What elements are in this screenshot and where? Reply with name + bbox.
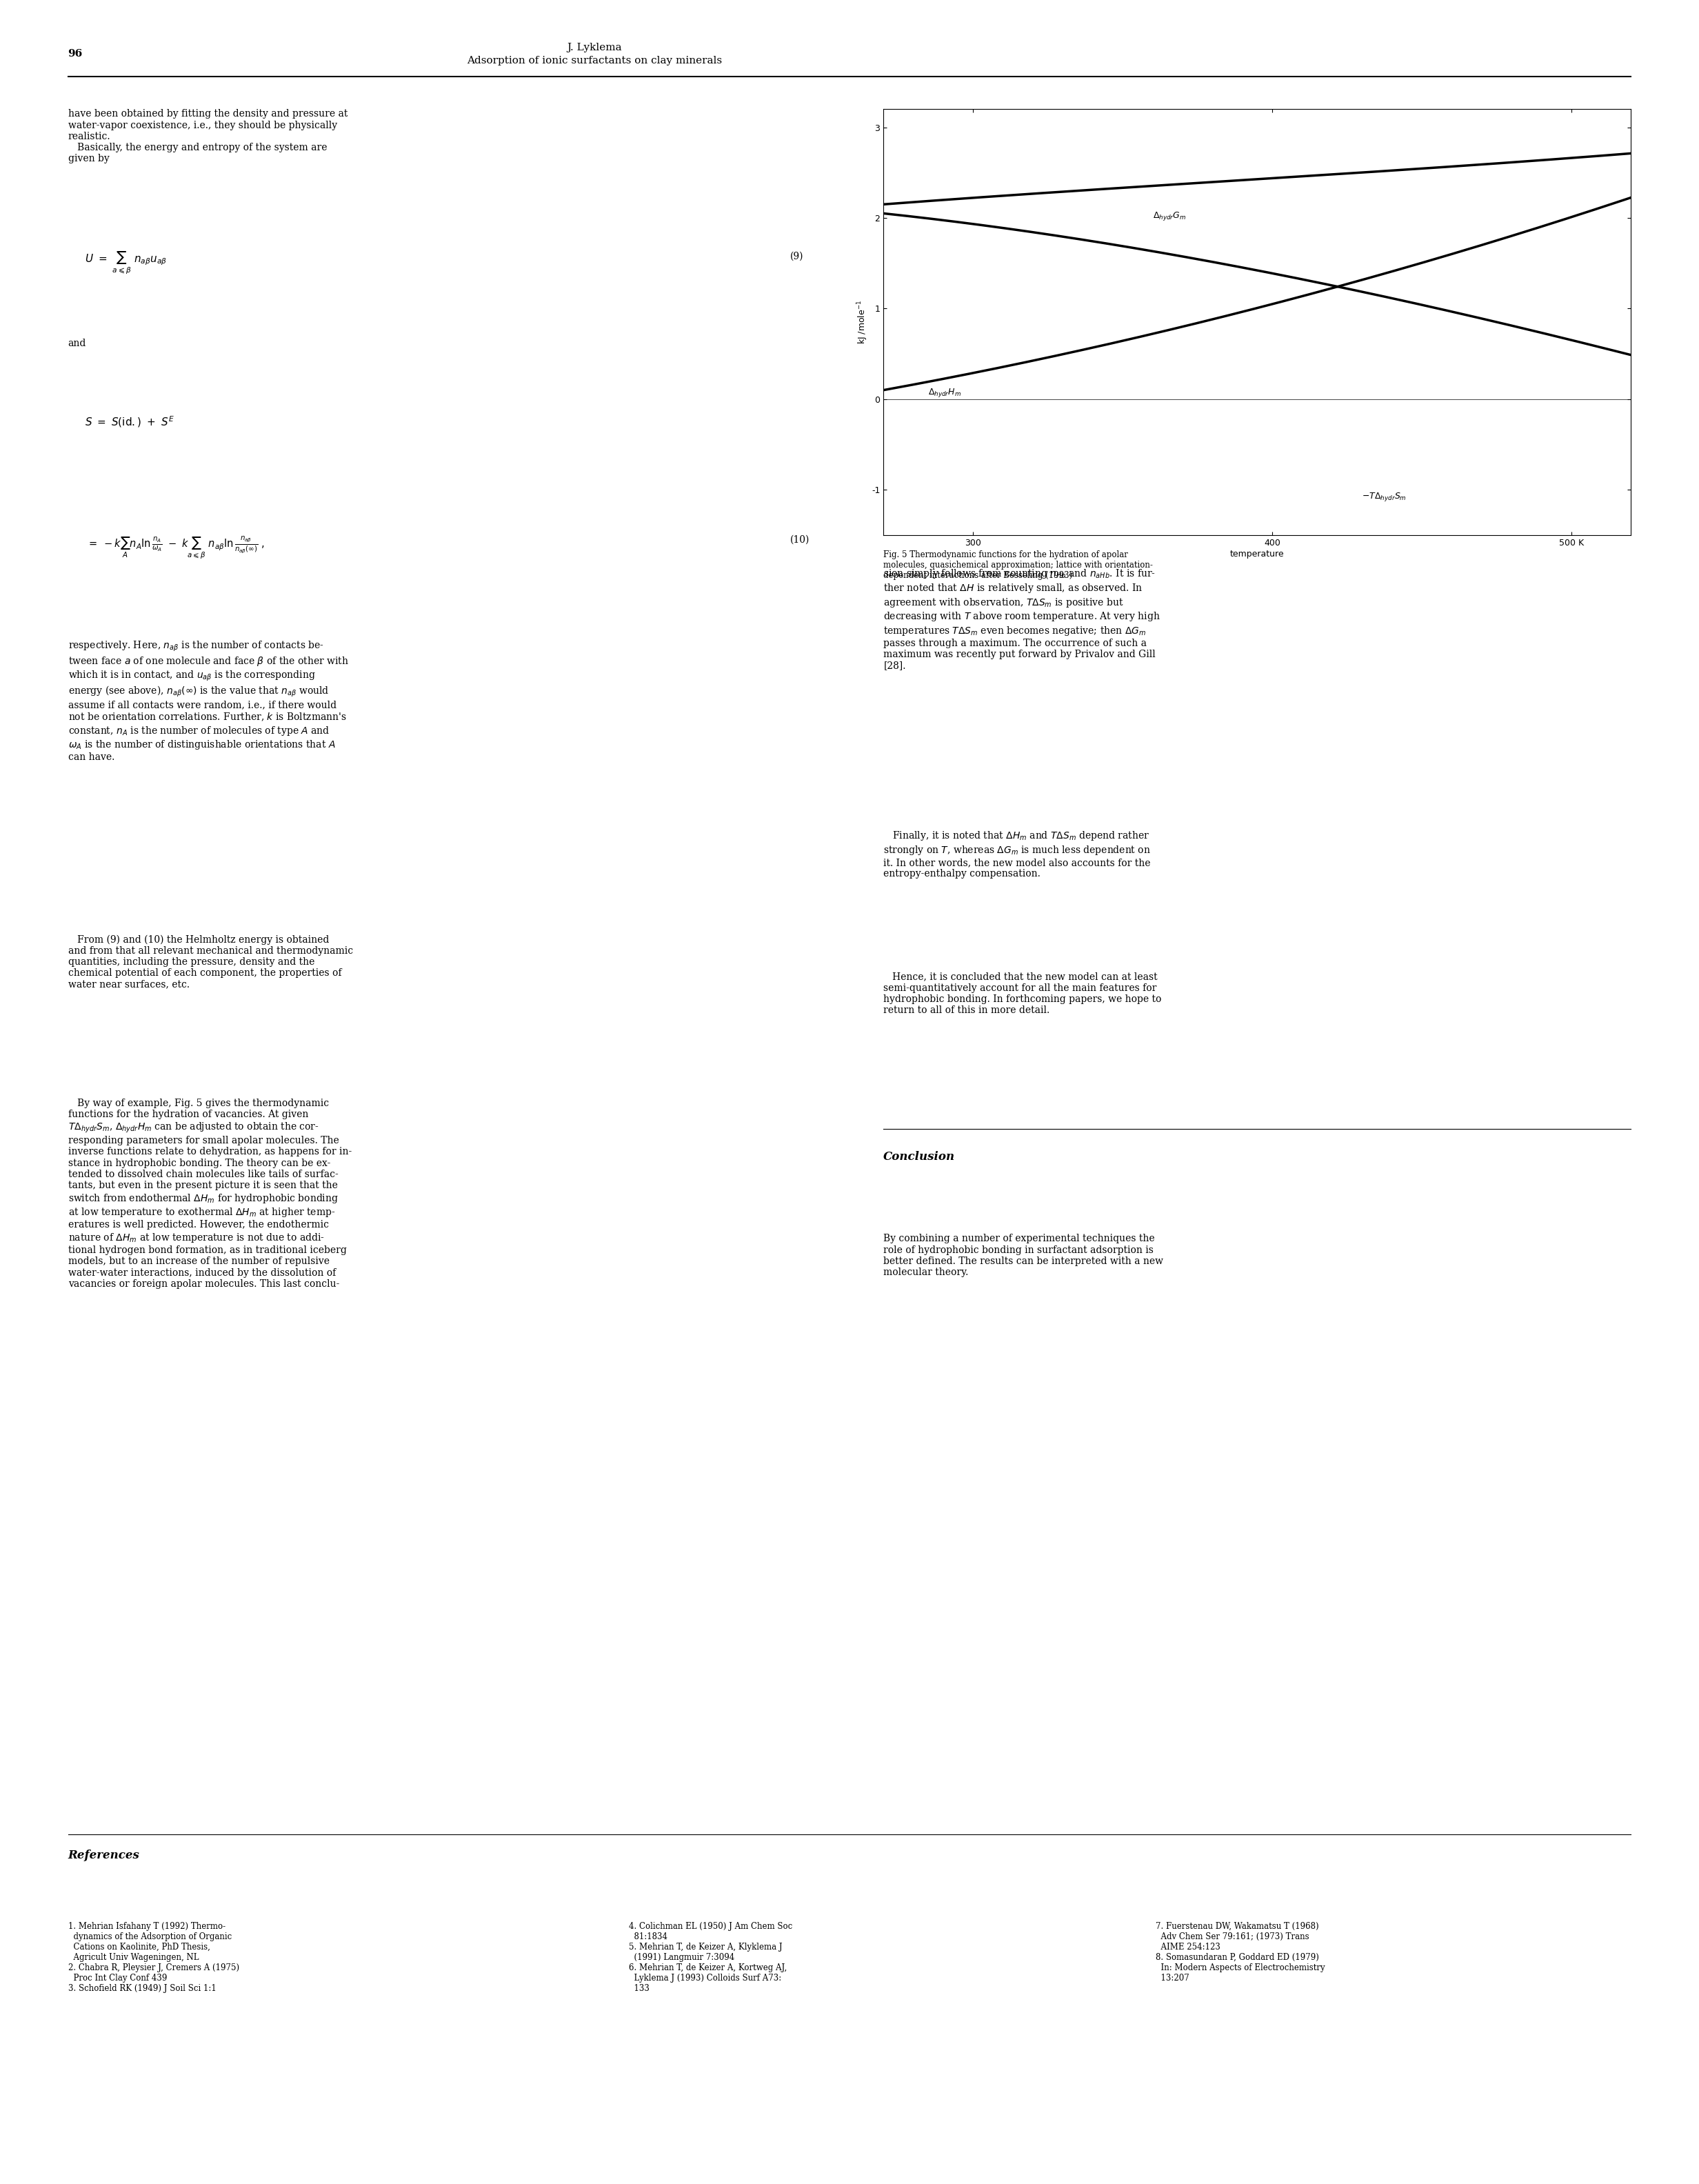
Text: and: and [68,339,87,347]
Text: From (9) and (10) the Helmholtz energy is obtained
and from that all relevant me: From (9) and (10) the Helmholtz energy i… [68,935,353,989]
Text: Fig. 5 Thermodynamic functions for the hydration of apolar
molecules, quasichemi: Fig. 5 Thermodynamic functions for the h… [883,550,1154,581]
Text: Finally, it is noted that $\Delta H_m$ and $T\Delta S_m$ depend rather
strongly : Finally, it is noted that $\Delta H_m$ a… [883,830,1150,878]
Text: By way of example, Fig. 5 gives the thermodynamic
functions for the hydration of: By way of example, Fig. 5 gives the ther… [68,1099,352,1289]
Text: (9): (9) [790,251,804,260]
Text: By combining a number of experimental techniques the
role of hydrophobic bonding: By combining a number of experimental te… [883,1234,1164,1278]
Text: Adsorption of ionic surfactants on clay minerals: Adsorption of ionic surfactants on clay … [467,57,722,66]
Text: $\Delta_{hydr}G_m$: $\Delta_{hydr}G_m$ [1152,210,1186,223]
Text: Hence, it is concluded that the new model can at least
semi-quantitatively accou: Hence, it is concluded that the new mode… [883,972,1162,1016]
Text: $S\ =\ S(\mathrm{id.})\ +\ S^E$: $S\ =\ S(\mathrm{id.})\ +\ S^E$ [85,415,175,430]
Text: $\ \ \ =\ -k\sum_A n_A \ln\frac{n_A}{\omega_A}\ -\ k\sum_{a \leqslant \beta}\ n_: $\ \ \ =\ -k\sum_A n_A \ln\frac{n_A}{\om… [76,535,265,561]
Text: sion simply follows from counting $n_{Hb}$ and $n_{aHb}$. It is fur-
ther noted : sion simply follows from counting $n_{Hb… [883,568,1160,670]
Text: 4. Colichman EL (1950) J Am Chem Soc
  81:1834
5. Mehrian T, de Keizer A, Klykle: 4. Colichman EL (1950) J Am Chem Soc 81:… [629,1922,792,1994]
Text: Conclusion: Conclusion [883,1151,955,1162]
Text: $-T\Delta_{hydr}S_m$: $-T\Delta_{hydr}S_m$ [1363,491,1407,502]
Text: $\Delta_{hydr}H_m$: $\Delta_{hydr}H_m$ [928,387,962,400]
Text: (10): (10) [790,535,810,544]
Text: J. Lyklema: J. Lyklema [567,44,622,52]
Text: 96: 96 [68,50,83,59]
Y-axis label: kJ /mole$^{-1}$: kJ /mole$^{-1}$ [856,299,870,345]
Text: respectively. Here, $n_{a\beta}$ is the number of contacts be-
tween face $a$ of: respectively. Here, $n_{a\beta}$ is the … [68,640,348,762]
X-axis label: temperature: temperature [1230,550,1284,559]
Text: $U\ =\ \sum_{a \leqslant \beta}\ n_{a\beta}u_{a\beta}$: $U\ =\ \sum_{a \leqslant \beta}\ n_{a\be… [85,251,167,275]
Text: References: References [68,1850,139,1861]
Text: 7. Fuerstenau DW, Wakamatsu T (1968)
  Adv Chem Ser 79:161; (1973) Trans
  AIME : 7. Fuerstenau DW, Wakamatsu T (1968) Adv… [1155,1922,1325,1983]
Text: 1. Mehrian Isfahany T (1992) Thermo-
  dynamics of the Adsorption of Organic
  C: 1. Mehrian Isfahany T (1992) Thermo- dyn… [68,1922,240,1994]
Text: have been obtained by fitting the density and pressure at
water-vapor coexistenc: have been obtained by fitting the densit… [68,109,348,164]
